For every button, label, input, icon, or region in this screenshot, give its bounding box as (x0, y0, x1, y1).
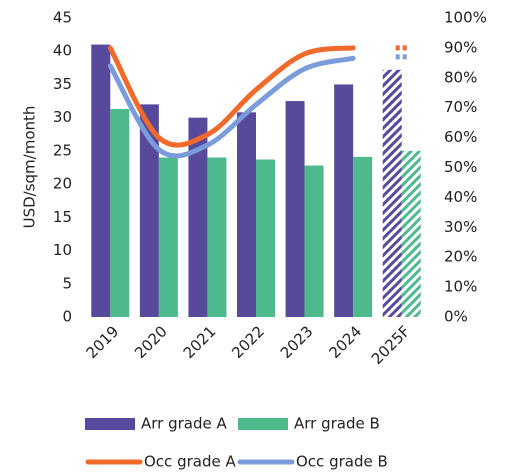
bar (304, 165, 324, 317)
x-tick-label: 2020 (131, 322, 171, 362)
x-tick-label: 2025F (368, 322, 414, 368)
bar (401, 150, 421, 317)
y2-tick-label: 40% (444, 188, 477, 206)
bar (334, 84, 354, 317)
legend-label: Arr grade A (141, 415, 227, 433)
bar (237, 112, 256, 318)
y2-tick-label: 10% (444, 278, 477, 296)
x-tick-label: 2019 (83, 322, 123, 362)
y-tick-label: 15 (53, 208, 72, 226)
bar (353, 156, 373, 317)
bar (256, 159, 275, 317)
y2-tick-label: 0% (444, 308, 468, 326)
y2-tick-label: 100% (444, 9, 487, 27)
y2-tick-label: 30% (444, 218, 477, 236)
bar (188, 117, 208, 318)
y-tick-label: 10 (53, 241, 72, 259)
y-tick-label: 45 (53, 9, 72, 27)
x-tick-label: 2022 (228, 322, 268, 362)
bar (158, 157, 178, 317)
y-tick-label: 35 (53, 75, 72, 93)
y-tick-label: 40 (53, 42, 72, 60)
x-tick-label: 2021 (180, 322, 220, 362)
legend-label: Occ grade A (144, 453, 236, 471)
y2-tick-label: 70% (444, 98, 477, 116)
y-axis-label: USD/sqm/month (21, 106, 39, 229)
y-tick-label: 0 (62, 308, 72, 326)
y2-tick-label: 20% (444, 248, 477, 266)
y2-tick-label: 50% (444, 158, 477, 176)
x-tick-label: 2024 (325, 322, 365, 362)
legend-label: Arr grade B (294, 415, 380, 433)
y2-tick-label: 90% (444, 38, 477, 56)
line (107, 55, 356, 159)
y-tick-label: 20 (53, 175, 72, 193)
bar (139, 104, 159, 317)
bar (91, 44, 111, 317)
legend-label: Occ grade B (296, 453, 388, 471)
y-tick-label: 5 (62, 274, 72, 292)
y2-tick-label: 60% (444, 128, 477, 146)
bar (382, 69, 402, 318)
y2-tick-label: 80% (444, 68, 477, 86)
bar (207, 157, 227, 317)
legend-swatch (85, 418, 135, 430)
y-tick-label: 30 (53, 108, 72, 126)
legend-swatch (238, 418, 288, 430)
bar (110, 109, 130, 317)
x-tick-label: 2023 (277, 322, 317, 362)
y-tick-label: 25 (53, 141, 72, 159)
bar (285, 101, 305, 317)
line (107, 45, 356, 148)
